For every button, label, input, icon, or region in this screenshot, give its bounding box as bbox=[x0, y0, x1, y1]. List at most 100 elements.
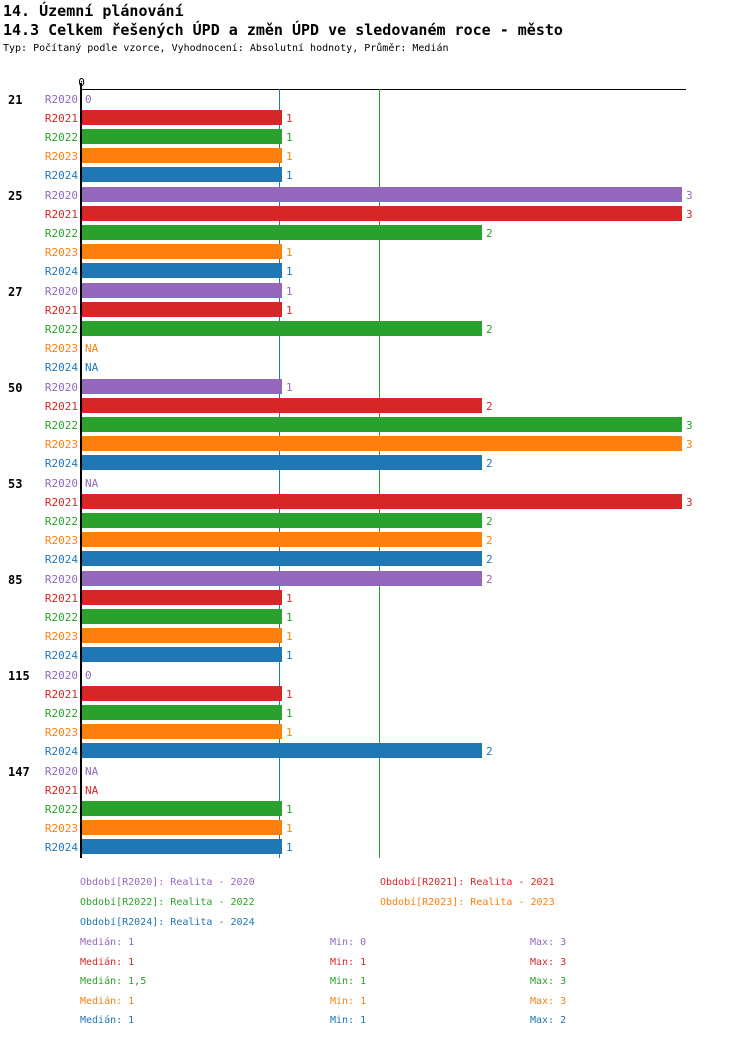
series-row-label: R2021 bbox=[44, 304, 78, 317]
bar-R2021 bbox=[82, 110, 282, 125]
page-title: 14. Územní plánování bbox=[3, 2, 184, 20]
stat-median-R2023: Medián: 1 bbox=[80, 996, 135, 1007]
bar-R2021 bbox=[82, 206, 682, 221]
series-row-label: R2023 bbox=[44, 342, 78, 355]
bar-value-label: 1 bbox=[286, 246, 293, 259]
series-row-label: R2020 bbox=[44, 189, 78, 202]
stat-min-R2021: Min: 1 bbox=[330, 957, 367, 968]
group-label: 147 bbox=[8, 765, 30, 779]
stat-max-R2023: Max: 3 bbox=[530, 996, 567, 1007]
bar-value-label: 1 bbox=[286, 381, 293, 394]
median-line-R2022 bbox=[379, 89, 380, 858]
bar-value-label: 2 bbox=[486, 227, 493, 240]
stat-min-R2022: Min: 1 bbox=[330, 976, 367, 987]
series-row-label: R2024 bbox=[44, 553, 78, 566]
bar-value-label: 0 bbox=[85, 93, 92, 106]
stat-min-R2023: Min: 1 bbox=[330, 996, 367, 1007]
series-row-label: R2024 bbox=[44, 745, 78, 758]
series-row-label: R2022 bbox=[44, 707, 78, 720]
series-row-label: R2023 bbox=[44, 726, 78, 739]
bar-value-label: 3 bbox=[686, 189, 693, 202]
bar-value-label: 2 bbox=[486, 457, 493, 470]
series-row-label: R2023 bbox=[44, 822, 78, 835]
bar-value-label: 1 bbox=[286, 131, 293, 144]
bar-R2022 bbox=[82, 513, 482, 528]
bar-value-label: 2 bbox=[486, 745, 493, 758]
y-axis-line bbox=[80, 83, 82, 858]
bar-value-label: 1 bbox=[286, 803, 293, 816]
series-row-label: R2021 bbox=[44, 208, 78, 221]
bar-value-label: 2 bbox=[486, 400, 493, 413]
bar-R2022 bbox=[82, 321, 482, 336]
bar-R2021 bbox=[82, 398, 482, 413]
series-row-label: R2021 bbox=[44, 784, 78, 797]
legend-item-R2024: Období[R2024]: Realita - 2024 bbox=[80, 917, 255, 928]
bar-R2024 bbox=[82, 743, 482, 758]
series-row-label: R2020 bbox=[44, 669, 78, 682]
bar-value-label: 2 bbox=[486, 515, 493, 528]
bar-value-label: 1 bbox=[286, 649, 293, 662]
series-row-label: R2024 bbox=[44, 649, 78, 662]
series-row-label: R2022 bbox=[44, 803, 78, 816]
stat-max-R2022: Max: 3 bbox=[530, 976, 567, 987]
bar-value-label: 1 bbox=[286, 112, 293, 125]
series-row-label: R2022 bbox=[44, 323, 78, 336]
series-row-label: R2021 bbox=[44, 112, 78, 125]
bar-value-label: 2 bbox=[486, 323, 493, 336]
bar-R2023 bbox=[82, 628, 282, 643]
series-row-label: R2023 bbox=[44, 630, 78, 643]
bar-value-label: NA bbox=[85, 342, 99, 355]
bar-value-label: 3 bbox=[686, 438, 693, 451]
bar-value-label: 0 bbox=[85, 669, 92, 682]
series-row-label: R2022 bbox=[44, 515, 78, 528]
chart-title: 14.3 Celkem řešených ÚPD a změn ÚPD ve s… bbox=[3, 21, 563, 39]
legend-item-R2021: Období[R2021]: Realita - 2021 bbox=[380, 877, 555, 888]
bar-value-label: 1 bbox=[286, 611, 293, 624]
bar-R2020 bbox=[82, 379, 282, 394]
series-row-label: R2023 bbox=[44, 534, 78, 547]
bar-value-label: 3 bbox=[686, 496, 693, 509]
bar-R2024 bbox=[82, 551, 482, 566]
bar-R2022 bbox=[82, 225, 482, 240]
bar-R2020 bbox=[82, 571, 482, 586]
stat-max-R2024: Max: 2 bbox=[530, 1015, 567, 1026]
stat-max-R2020: Max: 3 bbox=[530, 937, 567, 948]
stat-median-R2020: Medián: 1 bbox=[80, 937, 135, 948]
bar-R2023 bbox=[82, 820, 282, 835]
stat-median-R2021: Medián: 1 bbox=[80, 957, 135, 968]
bar-value-label: 1 bbox=[286, 265, 293, 278]
bar-R2021 bbox=[82, 302, 282, 317]
group-label: 25 bbox=[8, 189, 23, 203]
series-row-label: R2021 bbox=[44, 592, 78, 605]
bar-value-label: 2 bbox=[486, 534, 493, 547]
bar-value-label: 1 bbox=[286, 169, 293, 182]
chart-subtitle: Typ: Počítaný podle vzorce, Vyhodnocení:… bbox=[3, 43, 449, 54]
series-row-label: R2023 bbox=[44, 246, 78, 259]
bar-R2023 bbox=[82, 532, 482, 547]
group-label: 85 bbox=[8, 573, 23, 587]
group-label: 27 bbox=[8, 285, 23, 299]
bar-R2020 bbox=[82, 187, 682, 202]
bar-R2024 bbox=[82, 647, 282, 662]
bar-R2022 bbox=[82, 801, 282, 816]
bar-value-label: NA bbox=[85, 765, 99, 778]
bar-R2020 bbox=[82, 283, 282, 298]
bar-value-label: 2 bbox=[486, 573, 493, 586]
bar-value-label: 3 bbox=[686, 208, 693, 221]
median-line-R2024 bbox=[279, 89, 280, 858]
series-row-label: R2020 bbox=[44, 285, 78, 298]
stat-median-R2024: Medián: 1 bbox=[80, 1015, 135, 1026]
bar-value-label: 1 bbox=[286, 822, 293, 835]
series-row-label: R2022 bbox=[44, 419, 78, 432]
bar-R2024 bbox=[82, 263, 282, 278]
bar-value-label: 1 bbox=[286, 726, 293, 739]
series-row-label: R2022 bbox=[44, 131, 78, 144]
bar-R2023 bbox=[82, 724, 282, 739]
series-row-label: R2023 bbox=[44, 438, 78, 451]
bar-value-label: NA bbox=[85, 784, 99, 797]
stat-min-R2020: Min: 0 bbox=[330, 937, 367, 948]
bar-R2024 bbox=[82, 455, 482, 470]
stat-min-R2024: Min: 1 bbox=[330, 1015, 367, 1026]
group-label: 53 bbox=[8, 477, 23, 491]
